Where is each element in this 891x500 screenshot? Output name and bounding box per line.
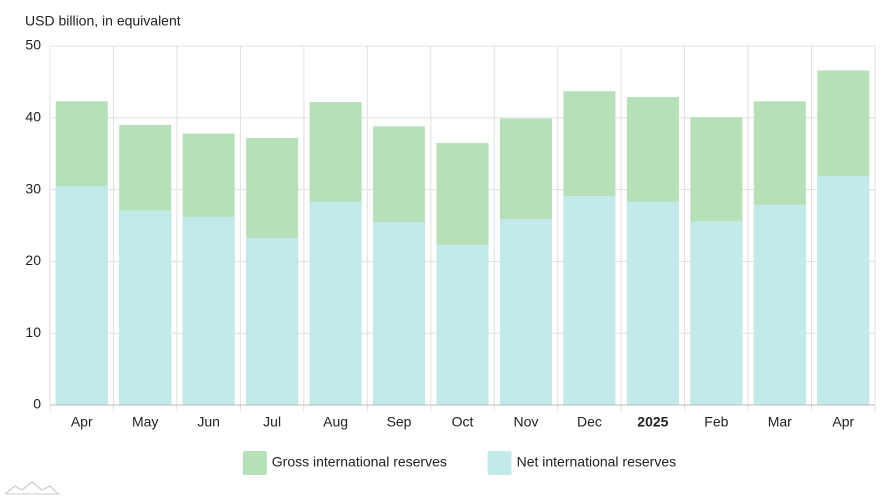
x-tick-label: Dec bbox=[577, 414, 602, 430]
bar bbox=[55, 186, 108, 405]
x-tick-label: May bbox=[132, 414, 158, 430]
x-tick-label: Mar bbox=[768, 414, 792, 430]
y-tick-label: 50 bbox=[25, 37, 41, 53]
y-tick-label: 40 bbox=[25, 109, 41, 125]
bar bbox=[182, 216, 235, 405]
x-tick-label: Nov bbox=[514, 414, 539, 430]
y-tick-label: 20 bbox=[25, 252, 41, 268]
bar bbox=[309, 201, 362, 405]
x-tick-label: Sep bbox=[387, 414, 412, 430]
bar bbox=[436, 244, 489, 405]
bar bbox=[626, 201, 679, 405]
y-tick-label: 10 bbox=[25, 324, 41, 340]
bar bbox=[753, 204, 806, 405]
x-tick-label: Feb bbox=[704, 414, 728, 430]
y-tick-label: 0 bbox=[33, 396, 41, 412]
bar bbox=[373, 221, 426, 405]
y-tick-label: 30 bbox=[25, 180, 41, 196]
x-tick-label: 2025 bbox=[637, 414, 668, 430]
legend-label: Net international reserves bbox=[517, 454, 677, 470]
x-tick-label: Oct bbox=[452, 414, 474, 430]
bar bbox=[563, 196, 616, 405]
y-axis-title: USD billion, in equivalent bbox=[25, 13, 181, 29]
bar bbox=[817, 175, 870, 405]
x-tick-label: Jul bbox=[263, 414, 281, 430]
x-tick-label: Apr bbox=[71, 414, 93, 430]
legend-label: Gross international reserves bbox=[272, 454, 447, 470]
bar bbox=[690, 221, 743, 405]
bar bbox=[246, 237, 299, 405]
x-tick-label: Apr bbox=[832, 414, 854, 430]
legend-swatch bbox=[487, 451, 512, 475]
logo bbox=[4, 481, 59, 495]
bar bbox=[119, 210, 172, 405]
bar bbox=[499, 219, 552, 405]
legend-swatch bbox=[242, 451, 267, 475]
x-tick-label: Aug bbox=[323, 414, 348, 430]
x-tick-label: Jun bbox=[197, 414, 220, 430]
